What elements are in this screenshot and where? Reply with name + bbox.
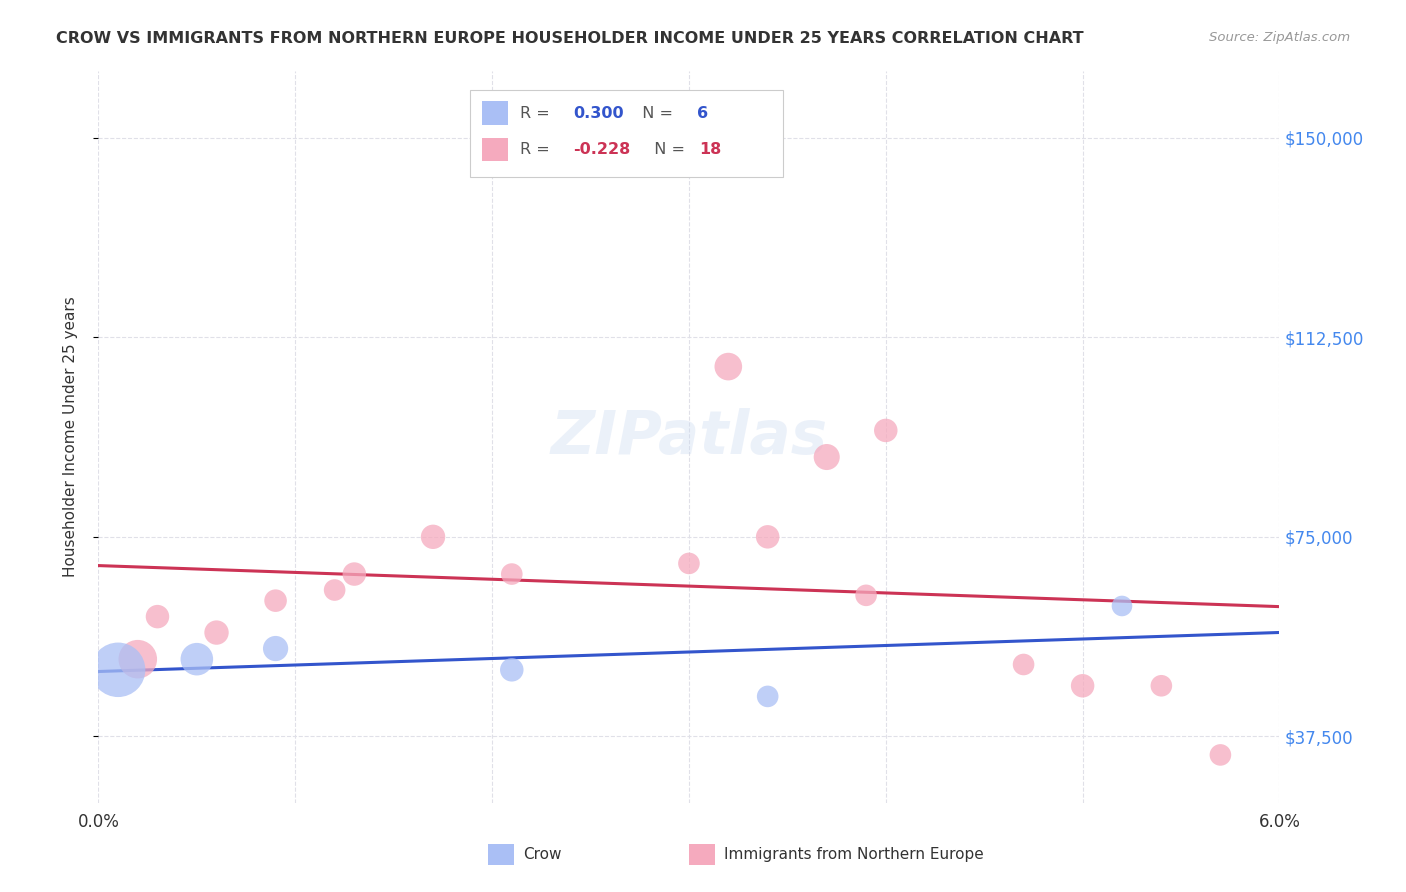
Point [205, 625, 228, 640]
Point [1012, 657, 1035, 672]
Point [264, 641, 287, 656]
Point [323, 582, 346, 597]
Text: Source: ZipAtlas.com: Source: ZipAtlas.com [1209, 31, 1350, 45]
Text: R =: R = [520, 142, 555, 157]
Point [756, 690, 779, 704]
Point [1150, 679, 1173, 693]
Text: Immigrants from Northern Europe: Immigrants from Northern Europe [724, 847, 984, 863]
FancyBboxPatch shape [482, 102, 508, 125]
FancyBboxPatch shape [471, 90, 783, 178]
Text: CROW VS IMMIGRANTS FROM NORTHERN EUROPE HOUSEHOLDER INCOME UNDER 25 YEARS CORREL: CROW VS IMMIGRANTS FROM NORTHERN EUROPE … [56, 31, 1084, 46]
Point [855, 588, 877, 602]
Point [146, 609, 169, 624]
Point [678, 557, 700, 571]
Point [107, 663, 129, 677]
Text: 0.300: 0.300 [574, 105, 624, 120]
Point [756, 530, 779, 544]
Text: -0.228: -0.228 [574, 142, 630, 157]
Text: N =: N = [633, 105, 678, 120]
FancyBboxPatch shape [488, 845, 515, 865]
Point [501, 567, 523, 582]
Point [815, 450, 838, 464]
Point [501, 663, 523, 677]
Point [1111, 599, 1133, 613]
Text: 6: 6 [697, 105, 709, 120]
Text: R =: R = [520, 105, 555, 120]
Point [1209, 747, 1232, 762]
FancyBboxPatch shape [689, 845, 714, 865]
Point [343, 567, 366, 582]
Point [186, 652, 208, 666]
FancyBboxPatch shape [482, 138, 508, 161]
Point [717, 359, 740, 374]
Y-axis label: Householder Income Under 25 years: Householder Income Under 25 years [63, 297, 77, 577]
Point [1071, 679, 1094, 693]
Point [264, 593, 287, 607]
Text: N =: N = [644, 142, 690, 157]
Point [875, 424, 897, 438]
Point [422, 530, 444, 544]
Text: 18: 18 [700, 142, 721, 157]
Point [127, 652, 149, 666]
Text: Crow: Crow [523, 847, 562, 863]
Text: ZIPatlas: ZIPatlas [550, 408, 828, 467]
